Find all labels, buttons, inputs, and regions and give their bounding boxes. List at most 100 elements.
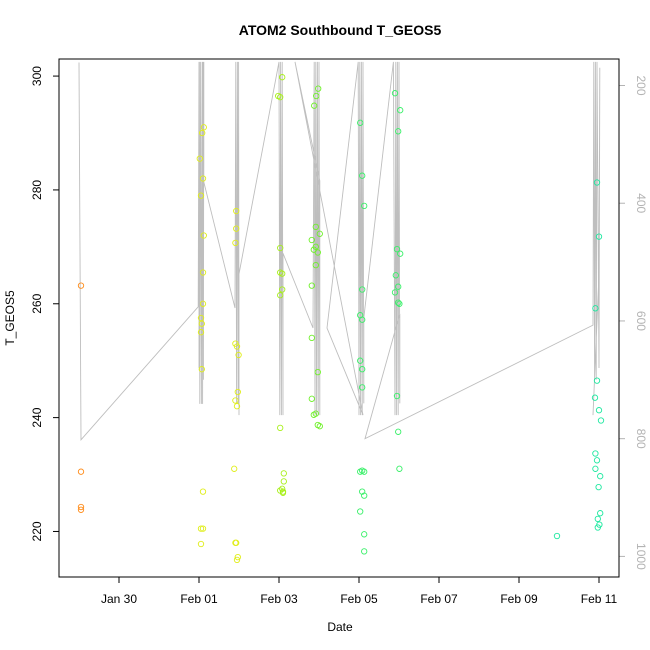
data-point <box>314 249 321 256</box>
data-point <box>198 320 205 327</box>
x-tick-label: Jan 30 <box>101 592 137 606</box>
data-point <box>308 334 315 342</box>
data-point <box>277 424 284 432</box>
data-point <box>197 329 205 336</box>
y-tick-label: 300 <box>30 66 44 86</box>
x-tick-label: Feb 03 <box>260 592 298 606</box>
y2-tick-label: 800 <box>634 429 648 449</box>
data-point <box>359 384 366 391</box>
data-point <box>234 388 241 396</box>
data-point <box>198 366 205 373</box>
data-point <box>279 270 286 277</box>
data-point <box>361 202 368 210</box>
x-tick-label: Feb 07 <box>420 592 458 606</box>
data-point <box>592 305 599 312</box>
data-point <box>395 128 402 135</box>
data-point <box>312 223 319 231</box>
data-point <box>197 540 205 548</box>
pressure-trace-line <box>78 61 601 441</box>
data-point <box>277 244 284 252</box>
data-point <box>597 510 604 517</box>
data-point <box>314 368 321 376</box>
data-point <box>199 129 206 137</box>
data-point <box>233 556 241 564</box>
data-point <box>594 515 601 523</box>
data-point <box>597 417 605 424</box>
data-point <box>233 207 240 215</box>
data-point <box>277 292 284 299</box>
data-point <box>197 192 205 199</box>
data-point <box>280 470 287 477</box>
data-point <box>395 299 402 306</box>
y2-tick-label: 400 <box>634 193 648 213</box>
data-point <box>592 450 599 457</box>
data-point <box>597 473 604 480</box>
data-point <box>396 300 403 307</box>
y-tick-label: 240 <box>30 407 44 427</box>
data-point <box>279 489 287 496</box>
data-point <box>357 508 364 515</box>
y2-tick-label: 200 <box>634 75 648 95</box>
data-point <box>233 539 240 546</box>
data-point <box>395 428 402 435</box>
data-point <box>595 407 603 414</box>
data-point <box>311 102 318 109</box>
y-tick-label: 260 <box>30 293 44 313</box>
data-point <box>280 478 287 485</box>
data-point <box>359 172 366 179</box>
data-point <box>593 377 601 384</box>
x-tick-label: Feb 11 <box>581 592 618 606</box>
data-point <box>277 93 284 101</box>
data-point <box>361 548 368 555</box>
data-point <box>593 457 601 464</box>
y2-tick-label: 1000 <box>634 543 648 570</box>
data-point <box>315 85 322 92</box>
data-point <box>553 532 561 540</box>
y2-tick-label: 600 <box>634 311 648 331</box>
data-point <box>77 503 85 511</box>
data-point <box>233 343 241 350</box>
data-point <box>199 269 207 276</box>
data-point <box>361 531 368 538</box>
data-point <box>312 261 319 269</box>
x-axis-label: Date <box>327 620 353 634</box>
data-point <box>393 245 401 253</box>
data-point <box>592 465 599 472</box>
data-point <box>313 92 320 100</box>
data-point <box>231 465 238 472</box>
data-point <box>359 467 366 474</box>
data-point <box>397 107 404 114</box>
pressure-trace-layer <box>78 61 601 441</box>
data-point <box>197 525 205 532</box>
data-point <box>397 250 404 257</box>
data-point <box>357 119 364 126</box>
data-point <box>395 283 402 290</box>
data-point <box>593 179 601 186</box>
data-point <box>312 243 319 250</box>
data-point <box>232 397 239 404</box>
data-point <box>595 233 603 240</box>
data-point <box>308 395 315 402</box>
data-point <box>591 394 599 401</box>
data-point <box>359 316 366 323</box>
data-point <box>199 300 207 307</box>
chart-title: ATOM2 Southbound T_GEOS5 <box>239 22 442 38</box>
data-point <box>391 289 399 296</box>
data-point <box>77 468 85 475</box>
data-point <box>391 90 399 97</box>
data-point <box>77 506 85 513</box>
y-axis-label: T_GEOS5 <box>3 290 17 346</box>
data-point <box>393 392 401 400</box>
data-point <box>200 232 207 239</box>
y-tick-label: 280 <box>30 180 44 200</box>
data-point <box>279 286 286 293</box>
data-point <box>312 410 319 417</box>
data-point <box>235 351 242 359</box>
data-point <box>279 485 286 492</box>
data-point <box>308 236 315 244</box>
data-point <box>199 525 207 532</box>
x-tick-label: Feb 01 <box>180 592 218 606</box>
data-point <box>359 366 366 373</box>
